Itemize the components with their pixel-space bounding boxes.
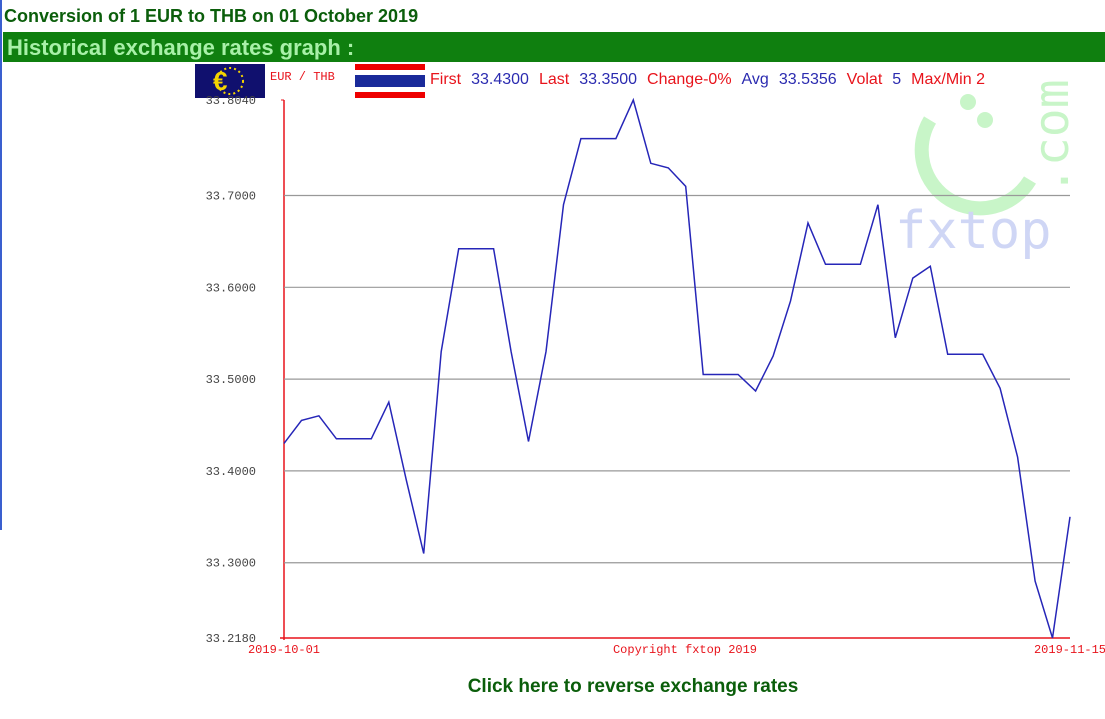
- reverse-link[interactable]: Click here to reverse exchange rates: [467, 676, 799, 697]
- watermark-text: fxtop: [895, 201, 1052, 261]
- y-tick-label: 33.7000: [206, 189, 256, 203]
- euro-sign: €: [213, 66, 227, 96]
- watermark-smiley: [914, 116, 1036, 216]
- watermark-eye: [960, 94, 976, 110]
- y-tick-label: 33.3000: [206, 557, 256, 571]
- stats: First 33.4300 Last 33.3500 Change-0% Avg 33.53…: [430, 71, 985, 88]
- pair-label: EUR / THB: [270, 70, 335, 84]
- rate-line: [283, 97, 1071, 639]
- thai-flag: [355, 64, 425, 98]
- y-tick-label: 33.8040: [206, 94, 256, 108]
- stat-text: Volat: [847, 71, 883, 88]
- stat-text: Change-0%: [647, 71, 732, 88]
- stat-text: Max/Min 2: [911, 71, 985, 88]
- stat-text: Avg: [742, 71, 769, 88]
- y-tick-label: 33.5000: [206, 373, 256, 387]
- left-edge: [0, 0, 2, 530]
- stat-text: 5: [892, 71, 901, 88]
- section-heading: Historical exchange rates graph :: [7, 35, 355, 60]
- stat-text: Last: [539, 71, 570, 88]
- stat-text: 33.3500: [579, 71, 637, 88]
- stat-text: 33.5356: [779, 71, 837, 88]
- watermark-text: .com: [1024, 79, 1080, 195]
- euro-flag: [195, 64, 265, 98]
- section-bar: Historical exchange rates graph :: [3, 32, 1105, 62]
- stat-text: First: [430, 71, 462, 88]
- stat-text: 33.4300: [471, 71, 529, 88]
- x-tick-label: 2019-11-15: [1034, 643, 1105, 657]
- copyright: Copyright fxtop 2019: [613, 643, 757, 657]
- page-title: Conversion of 1 EUR to THB on 01 October…: [4, 6, 419, 26]
- y-tick-label: 33.2180: [206, 632, 256, 646]
- watermark-eye: [977, 112, 993, 128]
- y-tick-label: 33.6000: [206, 281, 256, 295]
- x-tick-label: 2019-10-01: [248, 643, 320, 657]
- euro-stars: [216, 67, 244, 95]
- y-tick-label: 33.4000: [206, 465, 256, 479]
